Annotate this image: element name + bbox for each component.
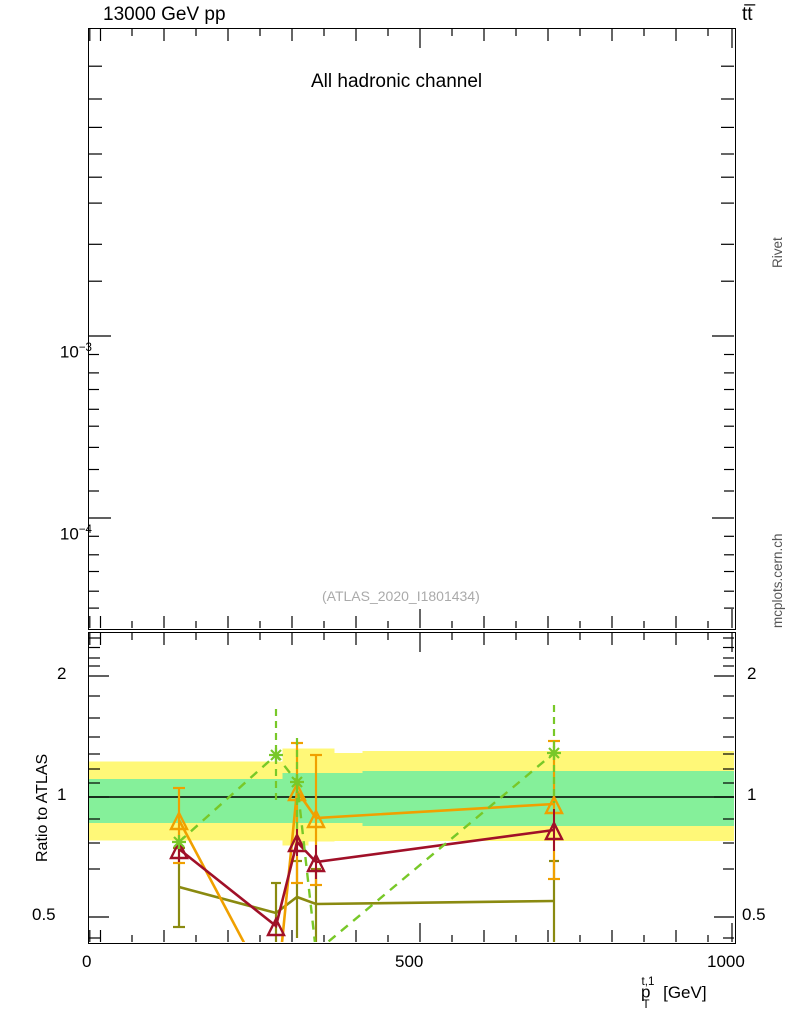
mcplots-source-label: mcplots.cern.ch [arXiv:2401.10621] (770, 515, 786, 628)
xtick-1000: 1000 (707, 952, 745, 971)
x-axis-title-unit: [GeV] (658, 982, 707, 1002)
xtick-500: 500 (395, 952, 424, 971)
ratio-ytick-2-left: 2 (57, 664, 67, 683)
main-right-ticks (712, 65, 734, 609)
ratio-ytick-05-left: 0.5 (32, 905, 56, 924)
main-plot-svg (89, 29, 734, 628)
ratio-ytick-05-right: 0.5 (742, 905, 766, 924)
ratio-plot-svg (89, 633, 734, 942)
main-ytick-1e-4: 10−4 (59, 524, 92, 544)
ratio-ytick-2-right: 2 (747, 664, 757, 683)
uncertainty-band-green (89, 771, 734, 826)
main-bottom-ticks (89, 609, 733, 628)
x-axis-title: pTt,1 [GeV] (641, 976, 719, 1011)
ratio-plot-frame (88, 632, 736, 944)
series-green-markers (172, 746, 561, 849)
ratio-bottom-ticks (89, 923, 733, 942)
main-plot-frame (88, 28, 736, 630)
ratio-ytick-1-left: 1 (57, 785, 67, 804)
ratio-axis-label: Ratio to ATLAS (34, 753, 51, 862)
main-left-ticks (89, 65, 111, 609)
x-axis-title-sub: T (642, 999, 650, 1012)
rivet-version-label: Rivet 4.1.0, ≥ 100k events (770, 234, 786, 268)
series-olive (173, 846, 559, 942)
main-ytick-1e-3-exp: −3 (78, 342, 92, 354)
analysis-watermark: (ATLAS_2020_I1801434) (322, 588, 480, 604)
beam-energy-label: 13000 GeV pp (103, 4, 226, 25)
ratio-top-ticks (89, 633, 733, 652)
main-ytick-1e-4-exp: −4 (78, 524, 92, 536)
xtick-0: 0 (82, 952, 92, 971)
panel-title: All hadronic channel (311, 71, 483, 92)
main-ytick-1e-3: 10−3 (59, 342, 92, 362)
ratio-right-ticks (714, 637, 734, 939)
series-darkred-markers (169, 820, 564, 937)
process-label: tt̅ (742, 4, 753, 25)
series-green-dashed (172, 705, 561, 942)
series-darkred (169, 809, 564, 937)
ratio-ytick-1-right: 1 (747, 785, 757, 804)
x-axis-title-main: p (641, 982, 651, 1002)
ratio-left-ticks (89, 637, 109, 939)
main-top-ticks (89, 29, 733, 48)
x-axis-title-sup: t,1 (641, 976, 655, 988)
